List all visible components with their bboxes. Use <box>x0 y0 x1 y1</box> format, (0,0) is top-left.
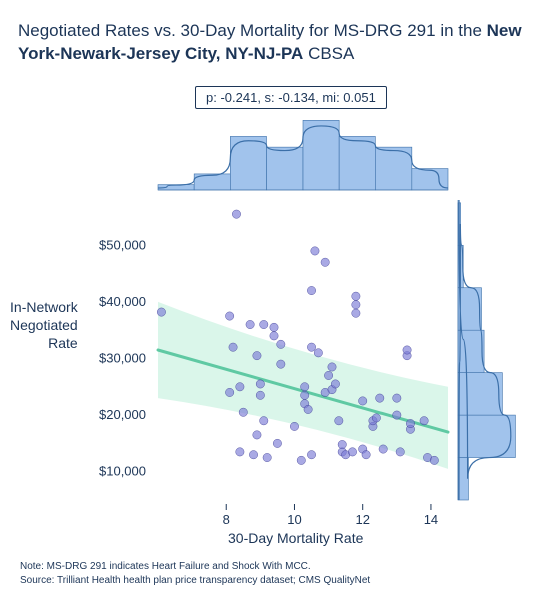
svg-text:10: 10 <box>287 512 301 527</box>
title-suffix: CBSA <box>303 44 354 63</box>
note-line-2: Source: Trilliant Health health plan pri… <box>20 575 370 586</box>
plot-svg: 8 10 12 14 $10,000 $20,000 $30,000 $40,000 $50,0… <box>18 70 532 550</box>
svg-text:$40,000: $40,000 <box>99 294 146 309</box>
svg-text:14: 14 <box>424 512 438 527</box>
svg-text:$10,000: $10,000 <box>99 464 146 479</box>
title-prefix: Negotiated Rates vs. 30-Day Mortality fo… <box>18 21 487 40</box>
svg-text:$30,000: $30,000 <box>99 350 146 365</box>
svg-text:8: 8 <box>223 512 230 527</box>
footnote: Note: MS-DRG 291 indicates Heart Failure… <box>20 560 370 587</box>
svg-text:$50,000: $50,000 <box>99 237 146 252</box>
svg-text:12: 12 <box>355 512 369 527</box>
chart-container: Negotiated Rates vs. 30-Day Mortality fo… <box>0 0 550 604</box>
note-line-1: Note: MS-DRG 291 indicates Heart Failure… <box>20 561 311 572</box>
svg-text:$20,000: $20,000 <box>99 407 146 422</box>
chart-title: Negotiated Rates vs. 30-Day Mortality fo… <box>18 20 532 66</box>
